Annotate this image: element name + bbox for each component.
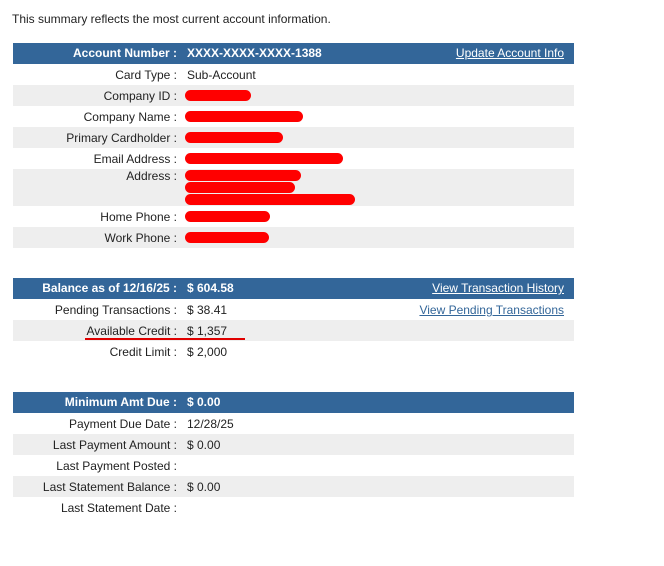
update-account-info-link[interactable]: Update Account Info	[455, 46, 564, 60]
email-address-label: Email Address :	[93, 152, 177, 166]
company-name-redaction	[185, 111, 303, 122]
work-phone-redaction	[185, 232, 269, 243]
account-info-table: Account Number : XXXX-XXXX-XXXX-1388 Upd…	[13, 43, 574, 248]
home-phone-redaction	[185, 211, 270, 222]
payment-due-date-row: Payment Due Date : 12/28/25	[13, 413, 574, 434]
company-name-row: Company Name :	[13, 106, 574, 127]
card-type-value: Sub-Account	[187, 68, 256, 82]
last-statement-date-label: Last Statement Date :	[60, 501, 177, 515]
company-id-label: Company ID :	[103, 89, 177, 103]
last-payment-amount-row: Last Payment Amount : $ 0.00	[13, 434, 574, 455]
last-payment-amount-label: Last Payment Amount :	[52, 438, 177, 452]
account-header: Account Number : XXXX-XXXX-XXXX-1388 Upd…	[13, 43, 574, 64]
email-address-row: Email Address :	[13, 148, 574, 169]
primary-cardholder-row: Primary Cardholder :	[13, 127, 574, 148]
pending-transactions-value: $ 38.41	[187, 303, 228, 317]
email-address-redaction	[185, 153, 343, 164]
company-name-label: Company Name :	[83, 110, 177, 124]
balance-table: Balance as of 12/16/25 : $ 604.58 View T…	[13, 278, 574, 362]
last-payment-posted-label: Last Payment Posted :	[56, 459, 177, 473]
primary-cardholder-label: Primary Cardholder :	[66, 131, 177, 145]
address-redaction-line3	[185, 194, 355, 205]
company-id-redaction	[185, 90, 251, 101]
last-statement-balance-row: Last Statement Balance : $ 0.00	[13, 476, 574, 497]
home-phone-row: Home Phone :	[13, 206, 574, 227]
card-type-row: Card Type : Sub-Account	[13, 64, 574, 85]
balance-header: Balance as of 12/16/25 : $ 604.58 View T…	[13, 278, 574, 299]
primary-cardholder-redaction	[185, 132, 283, 143]
account-number-value: XXXX-XXXX-XXXX-1388	[187, 46, 322, 60]
last-statement-balance-label: Last Statement Balance :	[42, 480, 177, 494]
company-id-row: Company ID :	[13, 85, 574, 106]
view-transaction-history-link[interactable]: View Transaction History	[432, 281, 564, 295]
minimum-due-header: Minimum Amt Due : $ 0.00	[13, 392, 574, 413]
card-type-label: Card Type :	[115, 68, 177, 82]
balance-value: $ 604.58	[187, 281, 234, 295]
available-credit-value: $ 1,357	[187, 324, 228, 338]
credit-limit-row: Credit Limit : $ 2,000	[13, 341, 574, 362]
minimum-amt-due-value: $ 0.00	[187, 395, 221, 409]
address-label: Address :	[126, 169, 177, 183]
last-statement-balance-value: $ 0.00	[187, 480, 221, 494]
payment-table: Minimum Amt Due : $ 0.00 Payment Due Dat…	[13, 392, 574, 518]
last-statement-date-row: Last Statement Date :	[13, 497, 574, 518]
address-redaction-line1	[185, 170, 301, 181]
balance-as-of-label: Balance as of 12/16/25 :	[42, 281, 177, 295]
address-redaction-line2	[185, 182, 295, 193]
payment-due-date-value: 12/28/25	[187, 417, 234, 431]
available-credit-row: Available Credit : $ 1,357	[13, 320, 574, 341]
address-row: Address :	[13, 169, 574, 206]
last-payment-amount-value: $ 0.00	[187, 438, 221, 452]
pending-transactions-label: Pending Transactions :	[54, 303, 177, 317]
minimum-amt-due-label: Minimum Amt Due :	[64, 395, 177, 409]
pending-transactions-row: Pending Transactions : $ 38.41 View Pend…	[13, 299, 574, 320]
intro-text: This summary reflects the most current a…	[12, 12, 331, 26]
payment-due-date-label: Payment Due Date :	[68, 417, 177, 431]
last-payment-posted-row: Last Payment Posted :	[13, 455, 574, 476]
available-credit-underline	[85, 338, 245, 340]
work-phone-label: Work Phone :	[104, 231, 177, 245]
work-phone-row: Work Phone :	[13, 227, 574, 248]
credit-limit-label: Credit Limit :	[109, 345, 177, 359]
home-phone-label: Home Phone :	[100, 210, 177, 224]
view-pending-transactions-link[interactable]: View Pending Transactions	[419, 303, 564, 317]
credit-limit-value: $ 2,000	[187, 345, 228, 359]
available-credit-label: Available Credit :	[86, 324, 178, 338]
account-number-label: Account Number :	[72, 46, 177, 60]
